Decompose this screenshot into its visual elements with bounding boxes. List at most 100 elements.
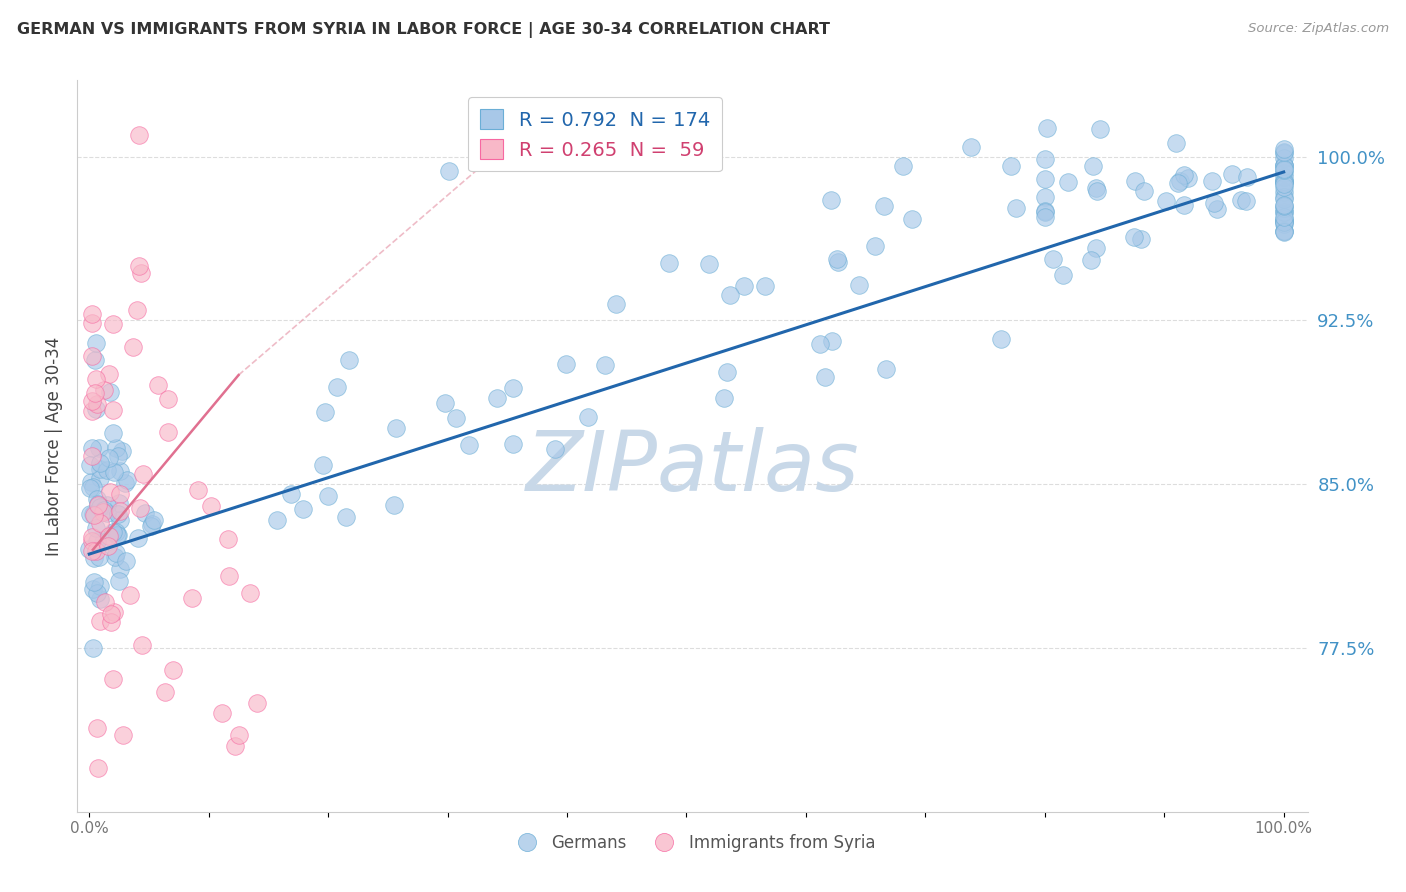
Point [1272, 173, 1295, 187]
Point [187, 483, 209, 497]
Point [1236, 170, 1258, 185]
Point [1272, 175, 1295, 189]
Point [1272, 142, 1295, 156]
Point [93, 383, 115, 397]
Point [79, 541, 101, 556]
Point [87, 498, 110, 512]
Point [1125, 174, 1147, 188]
Point [86, 534, 108, 549]
Point [872, 199, 894, 213]
Point [1084, 241, 1107, 255]
Point [316, 489, 339, 503]
Point [94, 595, 117, 609]
Point [335, 509, 357, 524]
Point [98, 368, 121, 382]
Point [1173, 168, 1195, 182]
Point [128, 128, 150, 142]
Point [1122, 229, 1144, 244]
Point [1085, 184, 1108, 198]
Point [115, 553, 138, 567]
Point [89, 579, 111, 593]
Point [87, 549, 110, 564]
Point [1042, 252, 1064, 267]
Point [89, 614, 111, 628]
Point [1036, 120, 1059, 135]
Point [385, 420, 408, 434]
Point [128, 259, 150, 273]
Point [104, 546, 127, 560]
Point [990, 332, 1012, 346]
Point [1272, 215, 1295, 229]
Point [79, 508, 101, 522]
Point [825, 252, 848, 266]
Point [200, 499, 222, 513]
Point [89, 592, 111, 607]
Point [1088, 121, 1111, 136]
Point [82, 350, 104, 364]
Point [97, 539, 120, 553]
Point [593, 358, 616, 372]
Point [101, 672, 124, 686]
Point [100, 615, 122, 629]
Point [87, 497, 110, 511]
Point [1234, 194, 1257, 208]
Point [266, 512, 288, 526]
Point [891, 159, 914, 173]
Point [699, 257, 721, 271]
Point [153, 684, 176, 698]
Point [1173, 198, 1195, 212]
Point [107, 528, 129, 542]
Point [87, 761, 110, 775]
Point [1272, 162, 1295, 177]
Point [132, 467, 155, 481]
Point [103, 465, 125, 479]
Point [1052, 268, 1074, 282]
Point [218, 568, 240, 582]
Point [89, 462, 111, 476]
Point [1005, 201, 1028, 215]
Legend: Germans, Immigrants from Syria: Germans, Immigrants from Syria [503, 827, 882, 858]
Point [82, 640, 104, 655]
Point [1033, 210, 1056, 224]
Point [713, 391, 735, 405]
Point [131, 638, 153, 652]
Point [93, 503, 115, 517]
Point [79, 482, 101, 496]
Point [141, 516, 163, 531]
Point [1272, 205, 1295, 219]
Point [1272, 177, 1295, 191]
Point [108, 504, 131, 518]
Point [1272, 210, 1295, 224]
Point [1083, 159, 1105, 173]
Point [246, 696, 269, 710]
Point [107, 450, 129, 464]
Point [1272, 190, 1295, 204]
Point [228, 728, 250, 742]
Point [1272, 205, 1295, 219]
Point [1272, 152, 1295, 166]
Point [1272, 201, 1295, 215]
Point [863, 238, 886, 252]
Point [83, 575, 105, 590]
Point [80, 449, 103, 463]
Point [1272, 145, 1295, 160]
Point [80, 393, 103, 408]
Point [502, 436, 524, 450]
Point [1133, 184, 1156, 198]
Point [84, 402, 107, 417]
Point [101, 426, 124, 441]
Point [157, 392, 180, 406]
Point [181, 591, 204, 605]
Point [820, 193, 842, 207]
Point [458, 438, 481, 452]
Point [80, 404, 103, 418]
Point [1272, 217, 1295, 231]
Point [146, 377, 169, 392]
Point [117, 473, 139, 487]
Point [97, 529, 120, 543]
Point [326, 380, 349, 394]
Point [1272, 158, 1295, 172]
Text: GERMAN VS IMMIGRANTS FROM SYRIA IN LABOR FORCE | AGE 30-34 CORRELATION CHART: GERMAN VS IMMIGRANTS FROM SYRIA IN LABOR… [17, 22, 830, 38]
Point [157, 425, 180, 440]
Point [1000, 160, 1022, 174]
